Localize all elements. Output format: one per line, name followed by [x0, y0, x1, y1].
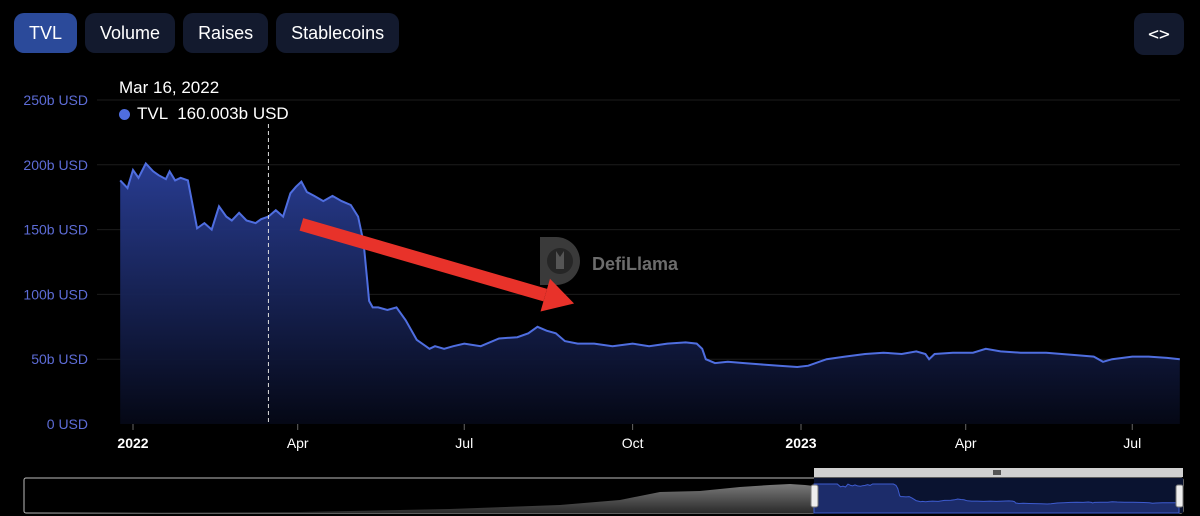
x-tick-label: Jul — [1123, 435, 1141, 451]
y-tick-label: 150b USD — [23, 222, 88, 238]
annotation-arrow — [299, 218, 575, 312]
tooltip-series: TVL — [137, 104, 169, 123]
x-tick-label: Jul — [455, 435, 473, 451]
y-tick-label: 100b USD — [23, 286, 88, 302]
tab-volume[interactable]: Volume — [85, 13, 176, 53]
navigator-history-area — [24, 484, 814, 513]
tab-bar: TVL Volume Raises Stablecoins — [14, 13, 400, 53]
tooltip-date: Mar 16, 2022 — [119, 78, 220, 97]
navigator-series — [813, 483, 1180, 514]
range-navigator[interactable] — [23, 468, 1184, 514]
navigator-handle-left[interactable] — [810, 484, 819, 508]
tooltip: Mar 16, 2022 TVL 160.003b USD — [119, 78, 289, 124]
x-tick-label: 2023 — [785, 435, 816, 451]
tab-raises[interactable]: Raises — [183, 13, 269, 53]
series-dot-icon — [119, 108, 130, 120]
y-axis: 0 USD 50b USD 100b USD 150b USD 200b USD 250b… — [23, 92, 88, 432]
navigator-handle-right[interactable] — [1175, 484, 1184, 508]
arrow-shaft — [299, 218, 548, 302]
y-tick-label: 250b USD — [23, 92, 88, 108]
y-tick-label: 50b USD — [31, 351, 88, 367]
code-brackets-icon[interactable]: <> — [1134, 13, 1184, 55]
tab-stablecoins[interactable]: Stablecoins — [276, 13, 400, 53]
y-tick-label: 0 USD — [47, 416, 88, 432]
tab-tvl[interactable]: TVL — [14, 13, 78, 53]
x-tick-label: Apr — [287, 435, 309, 451]
x-tick-label: 2022 — [117, 435, 148, 451]
tvl-area — [120, 163, 1180, 424]
grip-icon — [993, 470, 1001, 475]
x-axis: 2022 Apr Jul Oct 2023 Apr Jul — [117, 424, 1141, 451]
x-tick-label: Oct — [622, 435, 644, 451]
tvl-line — [119, 161, 1180, 369]
llama-logo-icon — [540, 237, 580, 285]
y-tick-label: 200b USD — [23, 157, 88, 173]
x-tick-label: Apr — [955, 435, 977, 451]
arrow-head — [540, 278, 575, 312]
tooltip-value: 160.003b USD — [177, 104, 289, 123]
watermark-text: DefiLlama — [592, 254, 679, 274]
